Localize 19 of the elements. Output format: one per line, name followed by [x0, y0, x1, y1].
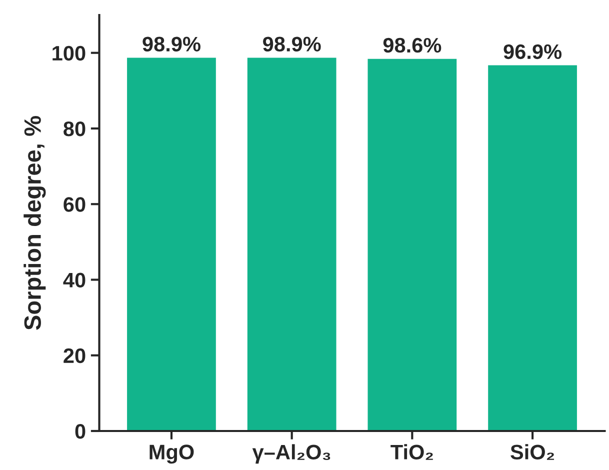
y-tick-label: 0	[75, 424, 86, 439]
y-axis-title: Sorption degree, %	[24, 116, 46, 330]
y-tick-label: 20	[64, 348, 86, 364]
x-tick-label: SiO₂	[510, 444, 554, 460]
x-tick-label: TiO₂	[390, 444, 433, 460]
y-tick-label: 80	[64, 121, 86, 136]
bar	[366, 57, 458, 431]
bar	[126, 56, 218, 431]
y-tick-label: 60	[64, 197, 86, 212]
data-label: 96.9%	[504, 44, 562, 60]
y-tick-label: 40	[63, 272, 86, 288]
bar	[246, 56, 338, 431]
data-label: 98.9%	[263, 36, 321, 52]
bar	[486, 64, 578, 431]
data-label: 98.9%	[142, 36, 200, 52]
data-label: 98.6%	[383, 38, 442, 53]
x-tick-label: γ–Al₂O₃	[252, 444, 330, 464]
x-tick-label: MgO	[150, 444, 194, 464]
y-tick-label: 100	[52, 46, 86, 61]
